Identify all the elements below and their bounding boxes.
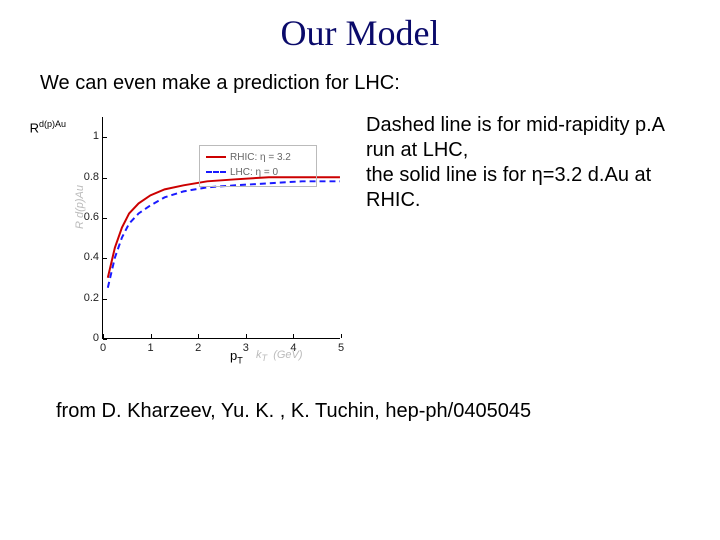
ytick-mark	[103, 218, 107, 219]
series-line	[108, 181, 340, 287]
yaxis-label: Rd(p)Au	[18, 109, 70, 135]
legend-box: RHIC: η = 3.2 LHC: η = 0	[199, 145, 317, 187]
series-line	[108, 177, 340, 278]
xtick-mark	[103, 334, 104, 338]
ytick-label: 0.2	[75, 292, 99, 304]
legend-label: LHC: η = 0	[230, 167, 278, 178]
legend-entry: RHIC: η = 3.2	[206, 150, 310, 165]
ytick-mark	[103, 299, 107, 300]
xtick-mark	[151, 334, 152, 338]
xtick-mark	[293, 334, 294, 338]
xtick-label: 2	[195, 342, 201, 354]
xtick-label: 5	[338, 342, 344, 354]
ytick-label: 0.6	[75, 211, 99, 223]
subtitle-text: We can even make a prediction for LHC:	[0, 54, 720, 103]
xaxis-faint-label: kT (GeV)	[256, 349, 303, 363]
slide-title: Our Model	[0, 0, 720, 54]
ytick-mark	[103, 178, 107, 179]
legend-entry: LHC: η = 0	[206, 165, 310, 180]
xtick-label: 0	[100, 342, 106, 354]
xaxis-label: pT	[230, 348, 243, 366]
ytick-label: 0	[75, 332, 99, 344]
content-row: Rd(p)Au R d(p)Au RHIC: η = 3.2LHC: η = 0…	[0, 103, 720, 364]
ytick-mark	[103, 137, 107, 138]
ytick-label: 1	[75, 130, 99, 142]
legend-swatch	[206, 156, 226, 158]
ytick-label: 0.8	[75, 171, 99, 183]
plot-area: RHIC: η = 3.2LHC: η = 0 00.20.40.60.8101…	[102, 117, 340, 339]
chart-container: R d(p)Au RHIC: η = 3.2LHC: η = 0 00.20.4…	[70, 109, 350, 364]
ytick-mark	[103, 258, 107, 259]
ytick-mark	[103, 339, 107, 340]
legend-swatch	[206, 171, 226, 173]
ytick-label: 0.4	[75, 251, 99, 263]
citation-text: from D. Kharzeev, Yu. K. , K. Tuchin, he…	[0, 364, 720, 423]
xtick-label: 1	[148, 342, 154, 354]
xtick-mark	[198, 334, 199, 338]
xtick-mark	[246, 334, 247, 338]
legend-label: RHIC: η = 3.2	[230, 152, 291, 163]
side-description: Dashed line is for mid-rapidity p.A run …	[350, 109, 690, 213]
xtick-label: 3	[243, 342, 249, 354]
xtick-mark	[341, 334, 342, 338]
